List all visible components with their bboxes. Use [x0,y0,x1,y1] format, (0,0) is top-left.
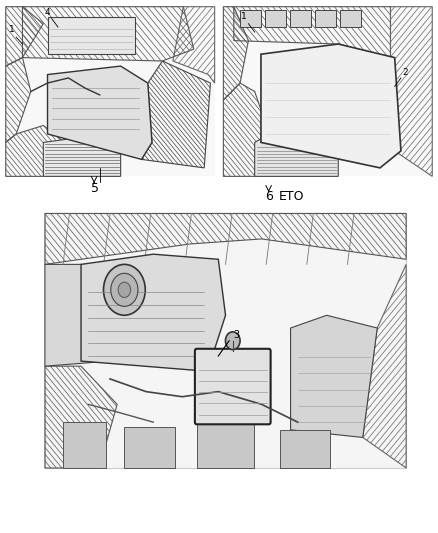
Text: 3: 3 [233,330,240,340]
Bar [63,422,106,468]
Bar [290,10,311,27]
Polygon shape [81,254,226,372]
Text: 1: 1 [9,25,15,34]
FancyBboxPatch shape [195,349,271,424]
Text: 6: 6 [265,190,273,203]
Bar [6,7,215,176]
Text: 5: 5 [91,182,99,195]
Polygon shape [47,66,152,159]
Bar [340,10,361,27]
Polygon shape [261,44,401,168]
Polygon shape [290,316,377,438]
Circle shape [103,264,145,316]
Bar [197,422,254,468]
Bar [240,10,261,27]
Bar [280,430,330,468]
Text: ETO: ETO [279,190,304,203]
Bar [47,17,135,54]
Text: 4: 4 [45,8,50,17]
Text: 2: 2 [402,68,408,77]
Text: 1: 1 [241,12,247,21]
Bar [45,214,406,468]
Bar [315,10,336,27]
Circle shape [118,282,131,297]
Bar [265,10,286,27]
Circle shape [111,273,138,306]
Bar [124,427,175,468]
Polygon shape [45,264,124,366]
Polygon shape [254,134,338,176]
Polygon shape [43,139,120,176]
Bar [223,7,432,176]
Circle shape [226,332,240,350]
